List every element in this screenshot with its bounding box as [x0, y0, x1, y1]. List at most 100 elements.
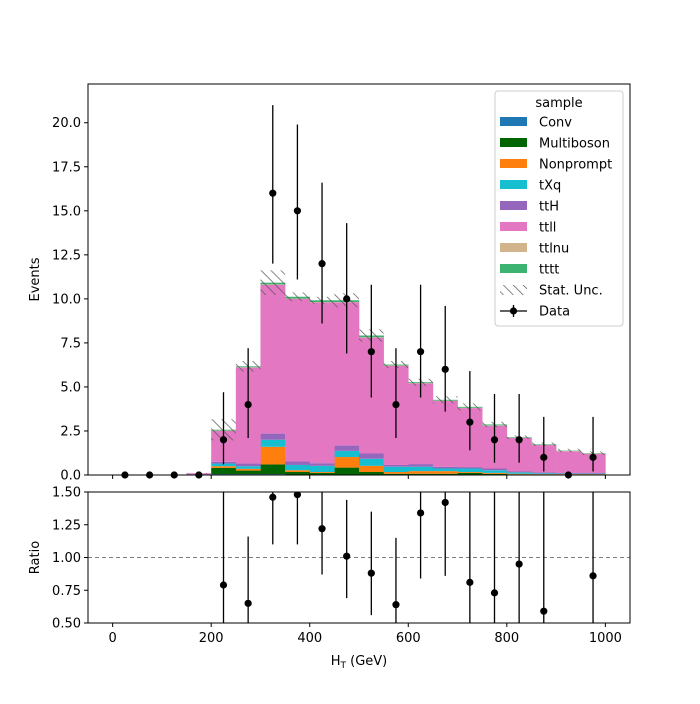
ratio-point-9: [442, 499, 449, 506]
legend-label-conv: Conv: [539, 116, 572, 131]
ratio-point-1: [245, 600, 252, 607]
main-ytick-label: 5.0: [60, 380, 81, 395]
bar-txq-17: [531, 473, 556, 474]
bar-tth-12: [408, 464, 433, 467]
bar-nonprompt-9: [334, 457, 359, 468]
data-point-13: [442, 366, 449, 373]
stat-unc-band-6: [260, 270, 285, 295]
legend-label-ttlnu: ttlnu: [539, 242, 569, 257]
ratio-point-8: [417, 509, 424, 516]
legend-swatch-ttll: [500, 222, 527, 231]
bar-tth-10: [359, 454, 384, 459]
legend-label-ttll: ttll: [539, 221, 556, 236]
data-point-15: [491, 436, 498, 443]
legend-label-tth: ttH: [539, 200, 559, 215]
bar-tth-14: [458, 467, 483, 468]
ratio-point-13: [540, 608, 547, 615]
bar-tth-15: [482, 468, 507, 470]
main-ytick-label: 12.5: [52, 248, 81, 263]
legend-swatch-conv: [500, 117, 527, 126]
ratio-point-0: [220, 581, 227, 588]
bar-txq-10: [359, 459, 384, 466]
data-point-7: [294, 207, 301, 214]
bar-txq-15: [482, 470, 507, 473]
bar-txq-14: [458, 468, 483, 472]
legend-swatch-tttt: [500, 264, 527, 273]
ratio-xtick-label: 800: [494, 631, 519, 646]
ratio-point-12: [516, 560, 523, 567]
legend-swatch-tth: [500, 201, 527, 210]
data-point-9: [343, 295, 350, 302]
main-ylabel: Events: [28, 257, 43, 301]
bar-txq-13: [433, 468, 458, 471]
ratio-xtick-label: 600: [396, 631, 421, 646]
ratio-xtick-label: 400: [297, 631, 322, 646]
bar-tth-7: [285, 461, 310, 465]
ratio-ytick-label: 1.00: [52, 551, 81, 566]
data-point-17: [540, 454, 547, 461]
bar-nonprompt-12: [408, 471, 433, 474]
data-point-5: [245, 401, 252, 408]
stat-unc-band-18: [556, 449, 581, 453]
legend-swatch-multiboson: [500, 138, 527, 147]
legend-title: sample: [535, 96, 582, 111]
bar-txq-12: [408, 467, 433, 471]
bar-nonprompt-10: [359, 466, 384, 472]
bar-ttll-8: [310, 302, 335, 463]
legend-data-marker: [510, 307, 517, 314]
data-point-16: [516, 436, 523, 443]
data-point-19: [589, 454, 596, 461]
ratio-frame: [88, 492, 630, 623]
legend-swatch-ttlnu: [500, 243, 527, 252]
main-ytick-label: 2.5: [60, 424, 81, 439]
ratio-point-6: [368, 570, 375, 577]
ratio-point-10: [466, 579, 473, 586]
ratio-xlabel: HT (GeV): [331, 654, 388, 671]
main-ytick-label: 20.0: [52, 116, 81, 131]
data-point-11: [392, 401, 399, 408]
bar-nonprompt-7: [285, 470, 310, 472]
data-point-6: [269, 190, 276, 197]
bar-multiboson-9: [334, 468, 359, 475]
bar-tth-11: [384, 465, 409, 467]
bar-ttll-7: [285, 299, 310, 462]
ratio-point-7: [392, 601, 399, 608]
bar-nonprompt-14: [458, 472, 483, 473]
data-point-14: [466, 419, 473, 426]
ratio-ytick-label: 1.25: [52, 518, 81, 533]
legend: sample Conv Multiboson Nonprompt tXq ttH ttll t…: [495, 91, 623, 326]
bar-txq-7: [285, 465, 310, 470]
bar-nonprompt-15: [482, 473, 507, 474]
bar-tth-6: [260, 434, 285, 440]
bar-multiboson-7: [285, 472, 310, 475]
ratio-ytick-label: 0.75: [52, 584, 81, 599]
bar-nonprompt-8: [310, 472, 335, 473]
legend-label-nonprompt: Nonprompt: [539, 158, 612, 173]
bar-txq-6: [260, 440, 285, 447]
data-point-12: [417, 348, 424, 355]
ratio-ytick-label: 1.50: [52, 486, 81, 501]
legend-swatch-stat-unc: [500, 285, 527, 295]
legend-label-txq: tXq: [539, 179, 561, 194]
bar-txq-11: [384, 467, 409, 472]
bar-tth-17: [531, 472, 556, 473]
bar-multiboson-4: [211, 468, 236, 474]
bar-multiboson-14: [458, 473, 483, 475]
bar-nonprompt-11: [384, 472, 409, 474]
bar-txq-8: [310, 466, 335, 472]
legend-label-tttt: tttt: [539, 263, 559, 278]
bar-ttll-18: [556, 451, 581, 473]
bar-nonprompt-5: [236, 469, 261, 471]
bar-multiboson-6: [260, 464, 285, 474]
bar-txq-9: [334, 451, 359, 457]
ratio-xtick-label: 0: [108, 631, 116, 646]
bar-multiboson-10: [359, 472, 384, 475]
main-ytick-label: 7.5: [60, 336, 81, 351]
data-point-10: [368, 348, 375, 355]
bar-txq-19: [581, 474, 606, 475]
ratio-point-5: [343, 553, 350, 560]
bar-txq-5: [236, 466, 261, 469]
legend-label-multiboson: Multiboson: [539, 137, 610, 152]
